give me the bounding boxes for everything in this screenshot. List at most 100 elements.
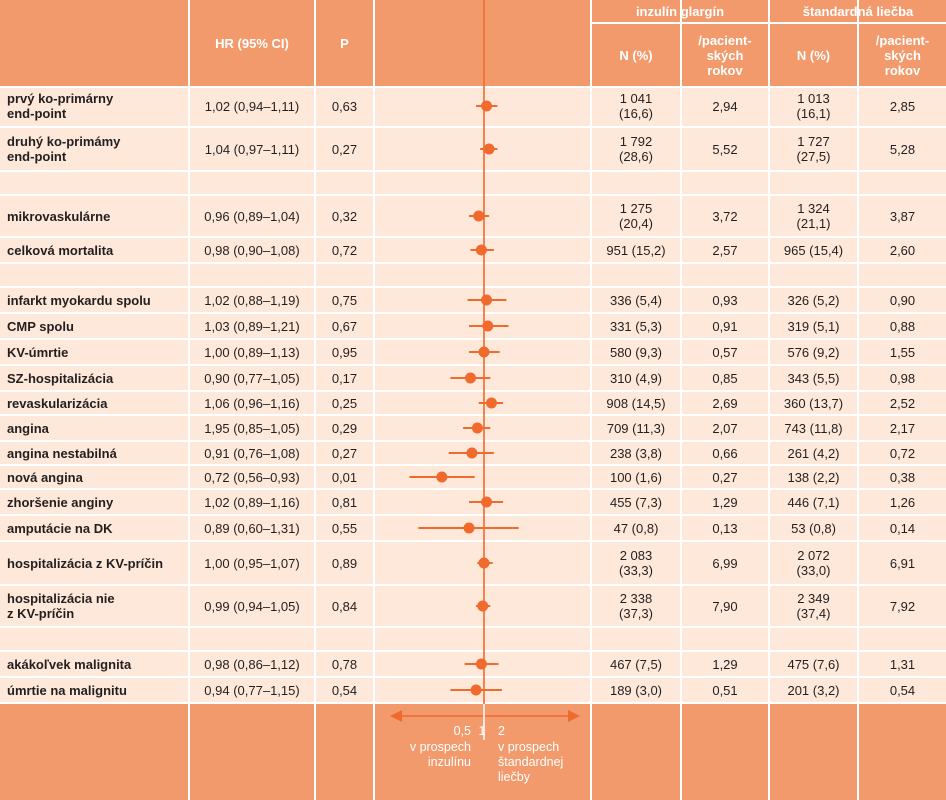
row-label: úmrtie na malignitu <box>7 682 127 698</box>
row-label: infarkt myokardu spolu <box>7 292 151 308</box>
hr-value: 0,96 (0,89–1,04) <box>204 208 300 224</box>
standard-rate-value: 0,72 <box>889 445 916 461</box>
standard-rate-value: 0,54 <box>889 682 916 698</box>
hr-point-15 <box>463 522 475 534</box>
standard-rate-value: 0,38 <box>889 469 916 485</box>
hr-value: 1,00 (0,89–1,13) <box>204 344 300 360</box>
insulin-rate-value: 2,94 <box>712 98 738 114</box>
standard-rate-value: 5,28 <box>889 141 916 157</box>
insulin-n-value: 2 083 (33,3) <box>619 548 653 578</box>
hr-value: 0,98 (0,90–1,08) <box>204 242 300 258</box>
row-label: angina nestabilná <box>7 445 117 461</box>
insulin-n-value: 100 (1,6) <box>609 469 663 485</box>
standard-rate-value: 0,98 <box>889 370 916 386</box>
hr-value: 1,00 (0,95–1,07) <box>204 555 300 571</box>
hr-point-17 <box>477 600 489 612</box>
favors-insulin-note: v prospech inzulínu <box>409 740 471 769</box>
p-value: 0,01 <box>331 469 358 485</box>
insulin-rate-value: 0,27 <box>712 469 738 485</box>
insulin-rate-value: 0,66 <box>712 445 738 461</box>
insulin-n-value: 467 (7,5) <box>609 656 663 672</box>
hr-value: 1,02 (0,88–1,19) <box>204 292 300 308</box>
table-row <box>0 586 946 626</box>
row-label: hospitalizácia z KV-príčin <box>7 555 164 571</box>
row-label: hospitalizácia nie z KV-príčin <box>7 591 115 621</box>
p-value: 0,89 <box>331 555 358 571</box>
standard-rate-value: 1,26 <box>889 494 916 510</box>
hr-point-6 <box>481 294 493 306</box>
p-value: 0,63 <box>331 98 358 114</box>
insulin-n-value: 1 041 (16,6) <box>619 91 653 121</box>
hr-value: 1,02 (0,89–1,16) <box>204 494 300 510</box>
table-row <box>0 392 946 414</box>
spacer-row <box>0 264 946 286</box>
group-insulin-header: inzulín glargín <box>635 3 725 19</box>
insulin-n-header: N (%) <box>619 47 653 63</box>
insulin-rate-value: 2,69 <box>712 395 738 411</box>
standard-rate-value: 0,88 <box>889 318 916 334</box>
hr-point-4 <box>475 244 487 256</box>
p-value: 0,78 <box>331 656 358 672</box>
standard-n-header: N (%) <box>796 47 831 63</box>
hr-value: 1,06 (0,96–1,16) <box>204 395 300 411</box>
row-label: celková mortalita <box>7 242 114 258</box>
standard-n-value: 53 (0,8) <box>791 520 836 536</box>
hr-point-20 <box>470 684 482 696</box>
row-label: zhoršenie anginy <box>7 494 114 510</box>
p-value: 0,75 <box>331 292 358 308</box>
p-value: 0,72 <box>331 242 358 258</box>
hr-point-14 <box>481 496 493 508</box>
hr-value: 0,72 (0,56–0,93) <box>204 469 300 485</box>
hr-value: 0,94 (0,77–1,15) <box>204 682 300 698</box>
row-label: SZ-hospitalizácia <box>7 370 114 386</box>
row-label: druhý ko-primámy end-point <box>7 134 121 164</box>
insulin-rate-value: 6,99 <box>712 555 738 571</box>
insulin-n-value: 47 (0,8) <box>613 520 659 536</box>
arrow-right <box>568 710 580 722</box>
insulin-n-value: 310 (4,9) <box>609 370 663 386</box>
insulin-rate-value: 2,57 <box>712 242 738 258</box>
standard-rate-value: 6,91 <box>889 555 916 571</box>
spacer-row <box>0 628 946 650</box>
insulin-rate-value: 1,29 <box>712 656 738 672</box>
insulin-rate-value: 5,52 <box>712 141 738 157</box>
insulin-n-value: 1 275 (20,4) <box>619 201 653 231</box>
standard-rate-value: 1,55 <box>889 344 916 360</box>
standard-n-value: 326 (5,2) <box>787 292 840 308</box>
row-label: amputácie na DK <box>7 520 113 536</box>
insulin-n-value: 709 (11,3) <box>606 420 666 436</box>
row-label: CMP spolu <box>7 318 74 334</box>
spacer-row <box>0 172 946 194</box>
row-label: KV-úmrtie <box>7 344 69 360</box>
tick-label-2: 2 <box>498 724 505 738</box>
insulin-rate-value: 0,91 <box>712 318 738 334</box>
p-value: 0,54 <box>331 682 358 698</box>
standard-n-value: 576 (9,2) <box>787 344 840 360</box>
hr-point-19 <box>475 658 487 670</box>
standard-n-value: 965 (15,4) <box>783 242 844 258</box>
hr-point-3 <box>473 210 485 222</box>
row-label: prvý ko-primárny end-point <box>7 91 114 121</box>
insulin-rate-value: 0,85 <box>712 370 738 386</box>
hr-point-11 <box>471 422 483 434</box>
table-header-band <box>0 0 946 86</box>
insulin-n-value: 1 792 (28,6) <box>619 134 653 164</box>
standard-n-value: 1 013 (16,1) <box>796 91 831 121</box>
insulin-n-value: 331 (5,3) <box>609 318 663 334</box>
hr-point-9 <box>464 372 476 384</box>
hr-value: 1,95 (0,85–1,05) <box>204 420 300 436</box>
insulin-rate-value: 3,72 <box>712 208 738 224</box>
p-value: 0,25 <box>331 395 358 411</box>
favors-standard-note: v prospech štandardnej liečby <box>498 740 564 784</box>
standard-n-value: 261 (4,2) <box>787 445 840 461</box>
hr-point-16 <box>478 557 490 569</box>
insulin-rate-value: 1,29 <box>712 494 738 510</box>
p-column-header: P <box>340 35 349 51</box>
p-value: 0,55 <box>331 520 358 536</box>
tick-label-1: 1 <box>478 724 486 738</box>
p-value: 0,95 <box>331 344 358 360</box>
standard-rate-value: 3,87 <box>889 208 916 224</box>
p-value: 0,27 <box>331 445 358 461</box>
hr-value: 0,89 (0,60–1,31) <box>204 520 300 536</box>
